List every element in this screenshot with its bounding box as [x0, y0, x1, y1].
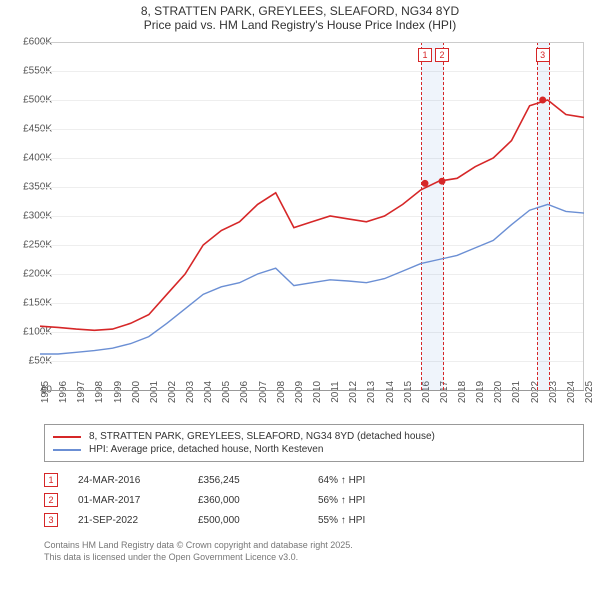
event-date-2: 01-MAR-2017 — [78, 495, 198, 506]
legend-item-hpi: HPI: Average price, detached house, Nort… — [53, 444, 575, 455]
events-table: 1 24-MAR-2016 £356,245 64% ↑ HPI 2 01-MA… — [44, 470, 438, 530]
legend-box: 8, STRATTEN PARK, GREYLEES, SLEAFORD, NG… — [44, 424, 584, 462]
event-marker-dot — [439, 178, 446, 185]
event-marker-badge: 2 — [435, 48, 449, 62]
event-row-3: 3 21-SEP-2022 £500,000 55% ↑ HPI — [44, 510, 438, 530]
event-marker-dot — [539, 97, 546, 104]
event-badge-3: 3 — [44, 513, 58, 527]
footer-line-1: Contains HM Land Registry data © Crown c… — [44, 540, 353, 552]
footer-attribution: Contains HM Land Registry data © Crown c… — [44, 540, 353, 563]
series-line-price_paid — [40, 100, 584, 330]
legend-swatch-price-paid — [53, 436, 81, 438]
event-row-1: 1 24-MAR-2016 £356,245 64% ↑ HPI — [44, 470, 438, 490]
event-marker-badge: 3 — [536, 48, 550, 62]
legend-label-price-paid: 8, STRATTEN PARK, GREYLEES, SLEAFORD, NG… — [89, 431, 435, 442]
event-marker-dot — [422, 180, 429, 187]
event-badge-1: 1 — [44, 473, 58, 487]
event-hpi-2: 56% ↑ HPI — [318, 495, 438, 506]
event-hpi-3: 55% ↑ HPI — [318, 515, 438, 526]
event-price-1: £356,245 — [198, 475, 318, 486]
event-price-3: £500,000 — [198, 515, 318, 526]
event-hpi-1: 64% ↑ HPI — [318, 475, 438, 486]
title-line-1: 8, STRATTEN PARK, GREYLEES, SLEAFORD, NG… — [0, 4, 600, 18]
x-axis-baseline — [40, 390, 584, 391]
legend-label-hpi: HPI: Average price, detached house, Nort… — [89, 444, 323, 455]
chart-title: 8, STRATTEN PARK, GREYLEES, SLEAFORD, NG… — [0, 0, 600, 34]
event-price-2: £360,000 — [198, 495, 318, 506]
event-badge-2: 2 — [44, 493, 58, 507]
event-row-2: 2 01-MAR-2017 £360,000 56% ↑ HPI — [44, 490, 438, 510]
chart-container: { "title": { "line1": "8, STRATTEN PARK,… — [0, 0, 600, 590]
legend-swatch-hpi — [53, 449, 81, 451]
event-date-3: 21-SEP-2022 — [78, 515, 198, 526]
xtick-label: 2025 — [584, 381, 595, 403]
chart-lines-svg — [40, 42, 584, 390]
footer-line-2: This data is licensed under the Open Gov… — [44, 552, 353, 564]
event-marker-badge: 1 — [418, 48, 432, 62]
legend-item-price-paid: 8, STRATTEN PARK, GREYLEES, SLEAFORD, NG… — [53, 431, 575, 442]
title-line-2: Price paid vs. HM Land Registry's House … — [0, 18, 600, 32]
event-date-1: 24-MAR-2016 — [78, 475, 198, 486]
series-line-hpi — [40, 204, 584, 354]
